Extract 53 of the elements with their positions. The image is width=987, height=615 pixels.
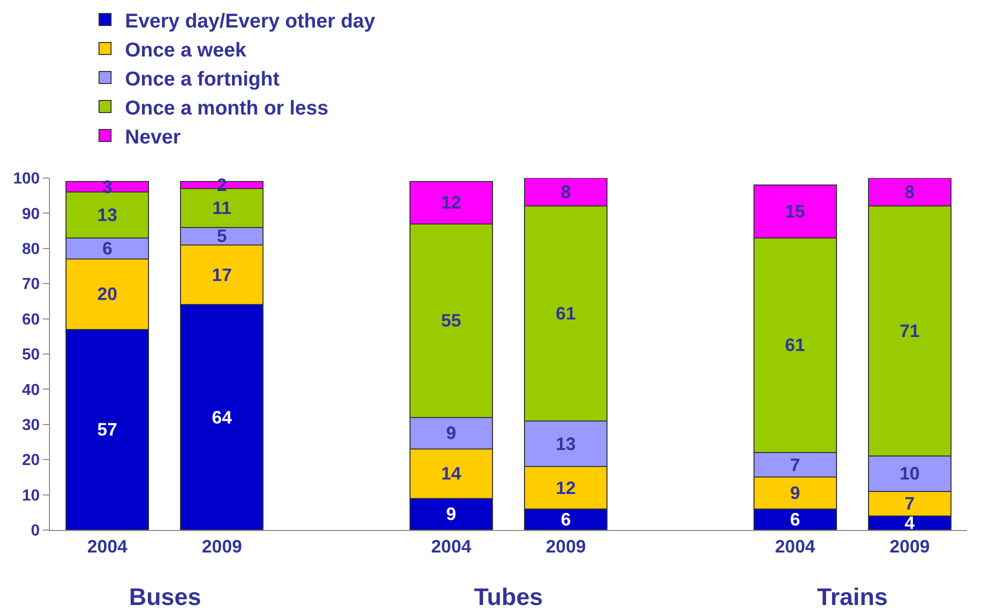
y-tick-label: 60	[22, 311, 40, 328]
data-label: 6	[560, 509, 571, 530]
data-label: 12	[556, 478, 576, 498]
y-tick-label: 50	[22, 346, 40, 364]
data-label: 9	[446, 504, 456, 524]
data-label: 57	[97, 420, 118, 440]
data-label: 17	[212, 264, 232, 285]
data-label: 12	[441, 192, 462, 213]
y-tick-label: 70	[22, 276, 40, 294]
data-label: 11	[212, 198, 232, 218]
data-label: 7	[904, 494, 915, 514]
x-tick-label: 2004	[775, 536, 816, 557]
text: Buses	[129, 584, 202, 611]
y-tick-label: 20	[22, 452, 40, 470]
legend-label: Every day/Every other day	[125, 10, 376, 32]
data-label: 8	[904, 182, 915, 202]
x-tick-label: 2004	[431, 536, 472, 557]
y-tick-label: 10	[22, 487, 40, 504]
data-label: 61	[556, 304, 576, 324]
data-label: 71	[900, 321, 920, 342]
x-tick-label: 2004	[87, 536, 128, 557]
data-label: 14	[441, 464, 462, 484]
y-tick-label: 40	[22, 382, 40, 399]
text: Tubes	[474, 584, 543, 611]
data-label: 64	[212, 407, 232, 428]
data-label: 4	[904, 512, 915, 533]
data-label: 13	[97, 204, 118, 225]
x-tick-label: 2009	[890, 536, 930, 557]
data-label: 13	[556, 434, 576, 454]
legend-label: Once a month or less	[125, 97, 328, 120]
data-label: 7	[790, 454, 800, 475]
data-label: 6	[102, 238, 112, 258]
x-tick-label: 2009	[202, 536, 242, 557]
data-label: 9	[790, 483, 800, 504]
y-tick-label: 0	[30, 522, 40, 540]
data-label: 55	[441, 310, 462, 331]
y-tick-label: 100	[13, 170, 40, 188]
x-tick-label: 2009	[546, 536, 586, 557]
data-label: 61	[785, 335, 806, 356]
y-tick-label: 80	[22, 241, 40, 258]
y-tick-label: 90	[22, 206, 40, 223]
data-label: 6	[790, 509, 800, 530]
data-label: 9	[446, 423, 456, 444]
text: Trains	[817, 584, 888, 611]
legend-label: Never	[125, 126, 181, 148]
y-tick-label: 30	[22, 417, 40, 434]
data-label: 10	[900, 464, 920, 484]
legend-label: Once a week	[125, 39, 248, 62]
data-label: 5	[216, 226, 227, 246]
data-label: 15	[785, 201, 806, 222]
data-label: 20	[97, 284, 118, 304]
legend-label: Once a fortnight	[125, 68, 280, 90]
data-label: 8	[560, 182, 571, 202]
